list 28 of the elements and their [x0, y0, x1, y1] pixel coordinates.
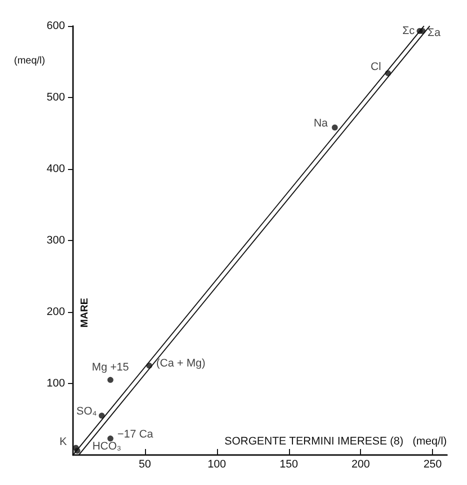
- annotation: −17 Ca: [117, 428, 154, 441]
- x-tick-label: 250: [423, 458, 442, 470]
- annotation: HCO₃: [92, 440, 122, 453]
- x-axis-title: SORGENTE TERMINI IMERESE (8) (meq/l): [224, 436, 447, 448]
- y-tick-label: 400: [46, 163, 65, 175]
- annotation: SO₄: [76, 406, 98, 418]
- y-tick-label: 200: [46, 306, 65, 318]
- x-tick-label: 200: [352, 458, 370, 470]
- text: (meq/l): [14, 56, 46, 66]
- y-tick-label: 500: [46, 92, 65, 104]
- x-tick-label: 50: [138, 458, 152, 470]
- y-tick-label: 300: [46, 234, 65, 246]
- annotation: K: [60, 436, 68, 448]
- x-tick-label: 100: [208, 458, 226, 470]
- x-tick-label: 150: [280, 458, 298, 470]
- annotation: Cl: [370, 61, 382, 74]
- annotation: Σa: [428, 27, 442, 40]
- point: [107, 376, 114, 383]
- point: [98, 412, 105, 419]
- annotation: (Ca + Mg): [156, 358, 206, 370]
- annotation: Na: [314, 118, 329, 130]
- point: [107, 436, 114, 442]
- y-tick-label: 600: [46, 20, 65, 32]
- point: [332, 124, 338, 131]
- y-axis-title: MARE: [80, 298, 90, 328]
- annotation: Mg +15: [92, 361, 129, 374]
- y-tick-label: 100: [46, 378, 65, 390]
- annotation: Σc: [402, 25, 416, 38]
